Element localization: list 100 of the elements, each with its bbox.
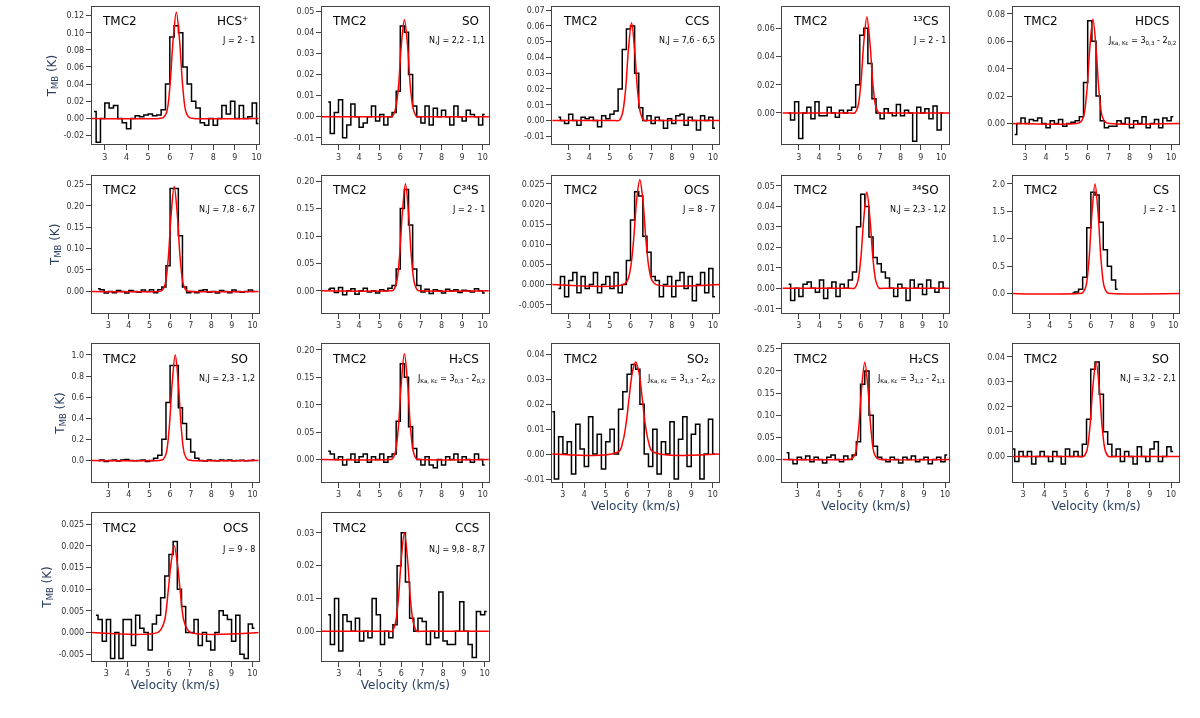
x-tick-label: 6 bbox=[397, 321, 403, 331]
x-tick-label: 9 bbox=[688, 490, 694, 500]
x-tick-label: 5 bbox=[377, 152, 383, 162]
x-tick-label: 10 bbox=[479, 669, 490, 679]
annotation: J = 2 - 1 bbox=[1143, 205, 1177, 214]
x-tick-label: 9 bbox=[459, 152, 465, 162]
y-tick-label: 0.0 bbox=[71, 456, 85, 466]
annotation: N,J = 2,3 - 1,2 bbox=[890, 205, 947, 214]
x-tick-label: 4 bbox=[356, 490, 362, 500]
x-tick-label: 5 bbox=[1067, 321, 1073, 331]
x-tick-label: 4 bbox=[586, 152, 592, 162]
annotation: TMC2 bbox=[793, 14, 828, 28]
annotation: SO bbox=[231, 352, 249, 366]
y-tick-label: 0.00 bbox=[987, 119, 1005, 129]
annotation: TMC2 bbox=[1023, 352, 1058, 366]
line-series bbox=[321, 532, 489, 633]
y-tick-label: -0.02 bbox=[63, 131, 85, 141]
y-tick-label: 0.010 bbox=[521, 240, 545, 250]
y-tick-label: 0.6 bbox=[71, 392, 85, 402]
x-tick-label: 10 bbox=[247, 321, 258, 331]
x-tick-label: 4 bbox=[356, 152, 362, 162]
x-tick-label: 9 bbox=[918, 152, 924, 162]
x-tick-label: 6 bbox=[624, 490, 630, 500]
y-tick-label: 0.005 bbox=[61, 606, 85, 616]
y-tick-label: 0.000 bbox=[61, 628, 85, 638]
x-tick-label: 4 bbox=[815, 490, 821, 500]
annotation: N,J = 7,8 - 6,7 bbox=[199, 205, 256, 214]
y-tick-label: 0.15 bbox=[296, 373, 315, 383]
annotation: CCS bbox=[455, 521, 480, 535]
x-tick-label: 5 bbox=[607, 152, 613, 162]
y-tick-label: 1.0 bbox=[992, 234, 1005, 244]
x-tick-label: 4 bbox=[126, 490, 132, 500]
x-tick-label: 9 bbox=[459, 321, 465, 331]
x-tick-label: 3 bbox=[1020, 490, 1026, 500]
x-tick-label: 7 bbox=[188, 152, 195, 162]
y-tick-label: 0.02 bbox=[526, 400, 545, 410]
line-series bbox=[321, 353, 489, 461]
y-tick-label: 0.2 bbox=[71, 435, 85, 445]
annotation: TMC2 bbox=[563, 352, 598, 366]
x-tick-label: 5 bbox=[377, 669, 383, 679]
x-tick-label: 8 bbox=[440, 669, 446, 679]
x-tick-label: 3 bbox=[105, 321, 111, 331]
line-series bbox=[321, 18, 489, 118]
y-tick-label: 0.02 bbox=[987, 91, 1005, 101]
x-tick-label: 5 bbox=[607, 321, 613, 331]
y-tick-label: 0.04 bbox=[526, 350, 545, 360]
x-tick-label: 3 bbox=[796, 152, 802, 162]
annotation: N,J = 9,8 - 8,7 bbox=[429, 545, 486, 554]
y-tick-label: 0.15 bbox=[296, 204, 315, 214]
y-tick-label: 0.10 bbox=[66, 244, 85, 254]
annotation: CCS bbox=[224, 183, 249, 197]
y-tick-label: 0.05 bbox=[296, 427, 315, 437]
annotation: J$_{Ka, Kc}$ = 3$_{0,3}$ - 2$_{0,2}$ bbox=[1108, 36, 1177, 46]
x-tick-label: 9 bbox=[921, 490, 927, 500]
x-tick-label: 8 bbox=[1126, 152, 1132, 162]
y-tick-label: 0.05 bbox=[756, 433, 775, 443]
annotation: N,J = 3,2 - 2,1 bbox=[1120, 374, 1177, 383]
x-tick-label: 5 bbox=[603, 490, 609, 500]
x-tick-label: 4 bbox=[1041, 490, 1047, 500]
y-tick-label: 0.4 bbox=[71, 414, 85, 424]
y-tick-label: 0.00 bbox=[987, 452, 1005, 462]
y-tick-label: 0.05 bbox=[296, 259, 315, 269]
x-tick-label: 3 bbox=[1026, 321, 1032, 331]
x-tick-label: 10 bbox=[939, 490, 951, 500]
x-tick-label: 10 bbox=[477, 152, 488, 162]
x-tick-label: 8 bbox=[438, 321, 445, 331]
y-tick-label: -0.005 bbox=[518, 300, 545, 310]
x-tick-label: 4 bbox=[586, 321, 592, 331]
y-tick-label: 0.05 bbox=[66, 265, 85, 275]
y-tick-label: 0.00 bbox=[296, 455, 315, 465]
x-tick-label: 5 bbox=[1064, 152, 1070, 162]
y-tick-label: 1.5 bbox=[992, 207, 1005, 217]
x-tick-label: 8 bbox=[669, 321, 675, 331]
annotation: TMC2 bbox=[102, 521, 137, 535]
x-tick-label: 10 bbox=[707, 490, 718, 500]
annotation: N,J = 7,6 - 6,5 bbox=[659, 36, 716, 45]
x-tick-label: 5 bbox=[377, 321, 383, 331]
x-tick-label: 5 bbox=[836, 152, 842, 162]
y-tick-label: 0.02 bbox=[526, 84, 545, 94]
x-tick-label: 3 bbox=[566, 152, 572, 162]
x-axis-title: Velocity (km/s) bbox=[821, 499, 911, 514]
annotation: J$_{Ka, Kc}$ = 3$_{1,2}$ - 2$_{1,1}$ bbox=[877, 374, 946, 384]
x-tick-label: 9 bbox=[461, 669, 467, 679]
x-tick-label: 3 bbox=[335, 152, 342, 162]
annotation: CCS bbox=[685, 14, 710, 28]
annotation: H₂CS bbox=[449, 352, 479, 366]
y-tick-label: -0.005 bbox=[58, 650, 85, 660]
y-tick-label: 0.10 bbox=[756, 410, 775, 420]
x-tick-label: 5 bbox=[145, 669, 151, 679]
x-tick-label: 6 bbox=[627, 321, 634, 331]
x-tick-label: 5 bbox=[1062, 490, 1068, 500]
x-tick-label: 6 bbox=[1085, 152, 1091, 162]
y-tick-label: 0.03 bbox=[987, 377, 1005, 387]
annotation: TMC2 bbox=[102, 183, 137, 197]
y-tick-label: 0.00 bbox=[756, 108, 775, 118]
x-tick-label: 7 bbox=[187, 669, 193, 679]
y-tick-label: 0.08 bbox=[66, 45, 85, 55]
x-tick-label: 6 bbox=[1083, 490, 1090, 500]
annotation: TMC2 bbox=[102, 352, 137, 366]
y-tick-label: 0.015 bbox=[521, 219, 545, 229]
